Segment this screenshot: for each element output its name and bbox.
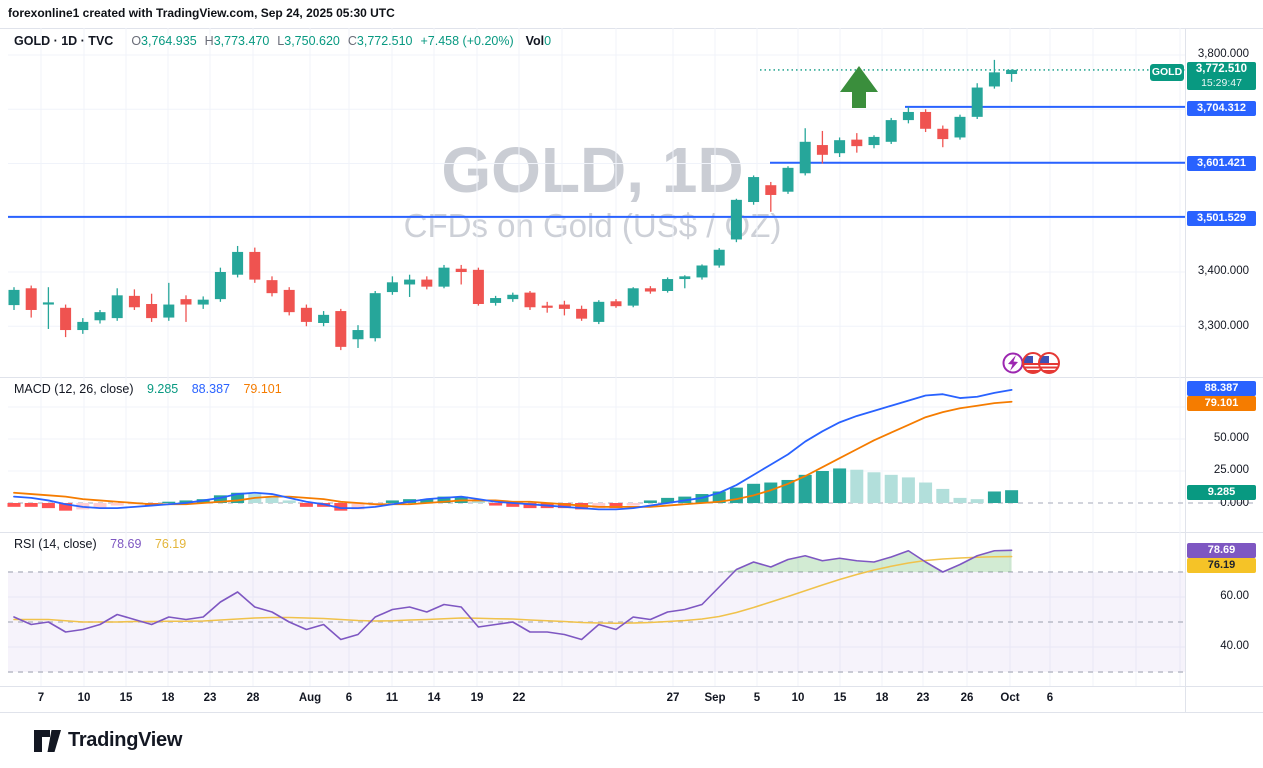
time-axis-label-6[interactable]: 6 <box>1046 692 1054 704</box>
symbol-price-label-badge: GOLD <box>1150 64 1184 81</box>
time-axis-label-26[interactable]: 26 <box>960 692 974 704</box>
macd-legend[interactable]: MACD (12, 26, close) 9.285 88.387 79.101 <box>14 382 292 396</box>
level-price-badge: 3,501.529 <box>1187 210 1256 226</box>
macd-axis-label[interactable]: 25.000 <box>1213 464 1249 476</box>
price-axis-label[interactable]: 3,800.000 <box>1197 48 1249 60</box>
rsi-axis-label[interactable]: 40.00 <box>1220 640 1249 652</box>
level-price-badge: 3,704.312 <box>1187 100 1256 116</box>
rsi-value: 78.69 <box>110 537 142 551</box>
rsi-title[interactable]: RSI (14, close) <box>14 537 97 551</box>
time-axis-label-23[interactable]: 23 <box>916 692 930 704</box>
time-axis-label-19[interactable]: 19 <box>470 692 484 704</box>
open-value: 3,764.935 <box>141 34 197 48</box>
price-axis-label[interactable]: 3,400.000 <box>1197 265 1249 277</box>
symbol-title[interactable]: GOLD · 1D · TVC <box>14 34 114 48</box>
time-axis-label-28[interactable]: 28 <box>246 692 260 704</box>
volume-value: 0 <box>544 34 552 48</box>
change-value: +7.458 (+0.20%) <box>420 34 514 48</box>
price-axis-separator <box>1185 28 1186 712</box>
symbol-legend[interactable]: GOLD · 1D · TVC O3,764.935 H3,773.470 L3,75… <box>14 34 551 48</box>
level-price-badge: 3,601.421 <box>1187 155 1256 171</box>
time-axis-label-18[interactable]: 18 <box>161 692 175 704</box>
time-axis-label-23[interactable]: 23 <box>203 692 217 704</box>
up-arrow-annotation <box>840 66 878 108</box>
macd-pane-separator[interactable] <box>0 377 1263 378</box>
time-axis-label-22[interactable]: 22 <box>512 692 526 704</box>
macd-axis-label[interactable]: 0.000 <box>1220 497 1249 509</box>
high-value: 3,773.470 <box>213 34 270 48</box>
time-axis-label-11[interactable]: 11 <box>385 692 399 704</box>
time-axis-label-27[interactable]: 27 <box>666 692 680 704</box>
macd-line-value: 88.387 <box>191 382 230 396</box>
time-axis-label-5[interactable]: 5 <box>753 692 761 704</box>
time-axis-label-aug[interactable]: Aug <box>298 692 322 704</box>
tradingview-logo-text: TradingView <box>68 729 183 751</box>
low-label: L <box>277 34 285 48</box>
time-axis-label-18[interactable]: 18 <box>875 692 889 704</box>
rsi-badge: 78.69 <box>1187 543 1256 558</box>
current-price-value: 3,772.510 <box>1195 63 1248 75</box>
open-label: O <box>131 34 142 48</box>
macd-title[interactable]: MACD (12, 26, close) <box>14 382 134 396</box>
macd-axis-label[interactable]: 50.000 <box>1213 432 1249 444</box>
top-separator <box>0 28 1263 29</box>
economic-event-icon[interactable] <box>1002 352 1024 374</box>
time-axis-label-sep[interactable]: Sep <box>704 692 726 704</box>
time-axis-separator <box>0 686 1263 687</box>
us-flag-event-icon[interactable] <box>1038 352 1060 374</box>
time-axis-label-oct[interactable]: Oct <box>1000 692 1020 704</box>
rsi-ma-value: 76.19 <box>154 537 187 551</box>
rsi-axis-label[interactable]: 60.00 <box>1220 590 1249 602</box>
time-axis-label-10[interactable]: 10 <box>77 692 91 704</box>
macd-signal-value: 79.101 <box>243 382 282 396</box>
macd-signal-badge: 79.101 <box>1187 396 1256 411</box>
time-axis-label-10[interactable]: 10 <box>791 692 805 704</box>
rsi-ma-badge: 76.19 <box>1187 558 1256 573</box>
time-axis-label-15[interactable]: 15 <box>833 692 847 704</box>
volume-label: Vol <box>525 34 545 48</box>
macd-hist-badge: 9.285 <box>1187 484 1256 500</box>
low-value: 3,750.620 <box>284 34 340 48</box>
tradingview-logo-icon <box>34 729 61 752</box>
bottom-separator <box>0 712 1263 713</box>
rsi-legend[interactable]: RSI (14, close) 78.69 76.19 <box>14 537 196 551</box>
current-price-badge: 3,772.510 15:29:47 <box>1187 62 1256 90</box>
price-axis-label[interactable]: 3,300.000 <box>1197 320 1249 332</box>
bar-countdown: 15:29:47 <box>1201 77 1242 89</box>
close-value: 3,772.510 <box>356 34 413 48</box>
rsi-pane-separator[interactable] <box>0 532 1263 533</box>
time-axis-label-7[interactable]: 7 <box>37 692 45 704</box>
close-label: C <box>347 34 357 48</box>
attribution-text: forexonline1 created with TradingView.co… <box>8 6 395 20</box>
macd-line-badge: 88.387 <box>1187 381 1256 396</box>
time-axis-label-6[interactable]: 6 <box>345 692 353 704</box>
time-axis-label-15[interactable]: 15 <box>119 692 133 704</box>
tradingview-logo[interactable]: TradingView <box>34 729 182 752</box>
macd-hist-value: 9.285 <box>146 382 179 396</box>
time-axis-label-14[interactable]: 14 <box>427 692 441 704</box>
high-label: H <box>204 34 214 48</box>
